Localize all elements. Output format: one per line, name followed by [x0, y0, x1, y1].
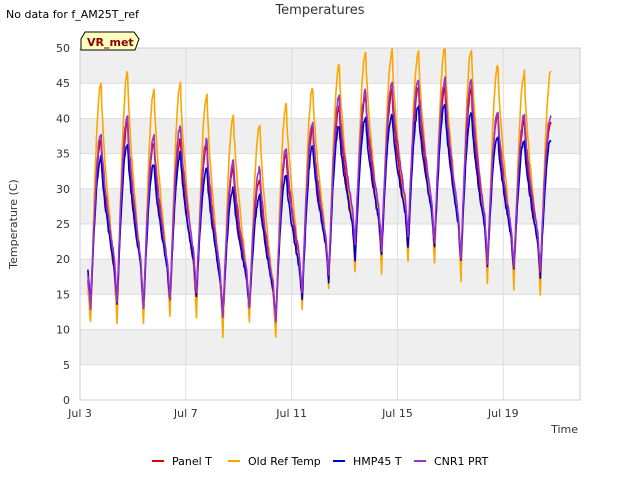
x-axis-ticks: Jul 3 Jul 7 Jul 11 Jul 15 Jul 19 [67, 407, 519, 420]
x-tick-label: Jul 19 [487, 407, 519, 420]
legend: Panel T Old Ref Temp HMP45 T CNR1 PRT [152, 455, 489, 468]
y-tick-label: 5 [63, 359, 70, 372]
y-tick-label: 35 [56, 148, 70, 161]
series-line-hmp45-t [87, 104, 552, 323]
background-band [80, 48, 580, 84]
x-tick-label: Jul 3 [67, 407, 92, 420]
y-axis-ticks: 0 5 10 15 20 25 30 35 40 45 50 [56, 42, 70, 407]
legend-label: CNR1 PRT [434, 455, 489, 468]
legend-label: Panel T [172, 455, 212, 468]
y-tick-label: 0 [63, 394, 70, 407]
y-tick-label: 30 [56, 183, 70, 196]
x-tick-label: Jul 15 [381, 407, 413, 420]
legend-label: Old Ref Temp [248, 455, 321, 468]
y-tick-label: 25 [56, 218, 70, 231]
badge-shape [80, 31, 140, 51]
x-tick-label: Jul 7 [173, 407, 198, 420]
y-tick-label: 40 [56, 112, 70, 125]
series-line-cnr1-prt [87, 76, 552, 323]
badge-label: VR_met [87, 36, 134, 49]
y-tick-label: 50 [56, 42, 70, 55]
legend-label: HMP45 T [353, 455, 402, 468]
vr-met-badge: VR_met [80, 31, 140, 51]
background-band [80, 118, 580, 154]
x-tick-label: Jul 11 [275, 407, 307, 420]
chart-title: Temperatures [274, 3, 364, 18]
plot-frame [79, 47, 581, 401]
no-data-note: No data for f_AM25T_ref [6, 8, 140, 21]
y-axis-label: Temperature (C) [7, 179, 20, 269]
y-tick-label: 10 [56, 324, 70, 337]
y-tick-label: 15 [56, 288, 70, 301]
y-tick-label: 20 [56, 253, 70, 266]
background-bands [80, 48, 580, 365]
series-lines [87, 47, 552, 339]
background-band [80, 329, 580, 365]
y-tick-label: 45 [56, 77, 70, 90]
x-axis-label: Time [550, 423, 578, 436]
